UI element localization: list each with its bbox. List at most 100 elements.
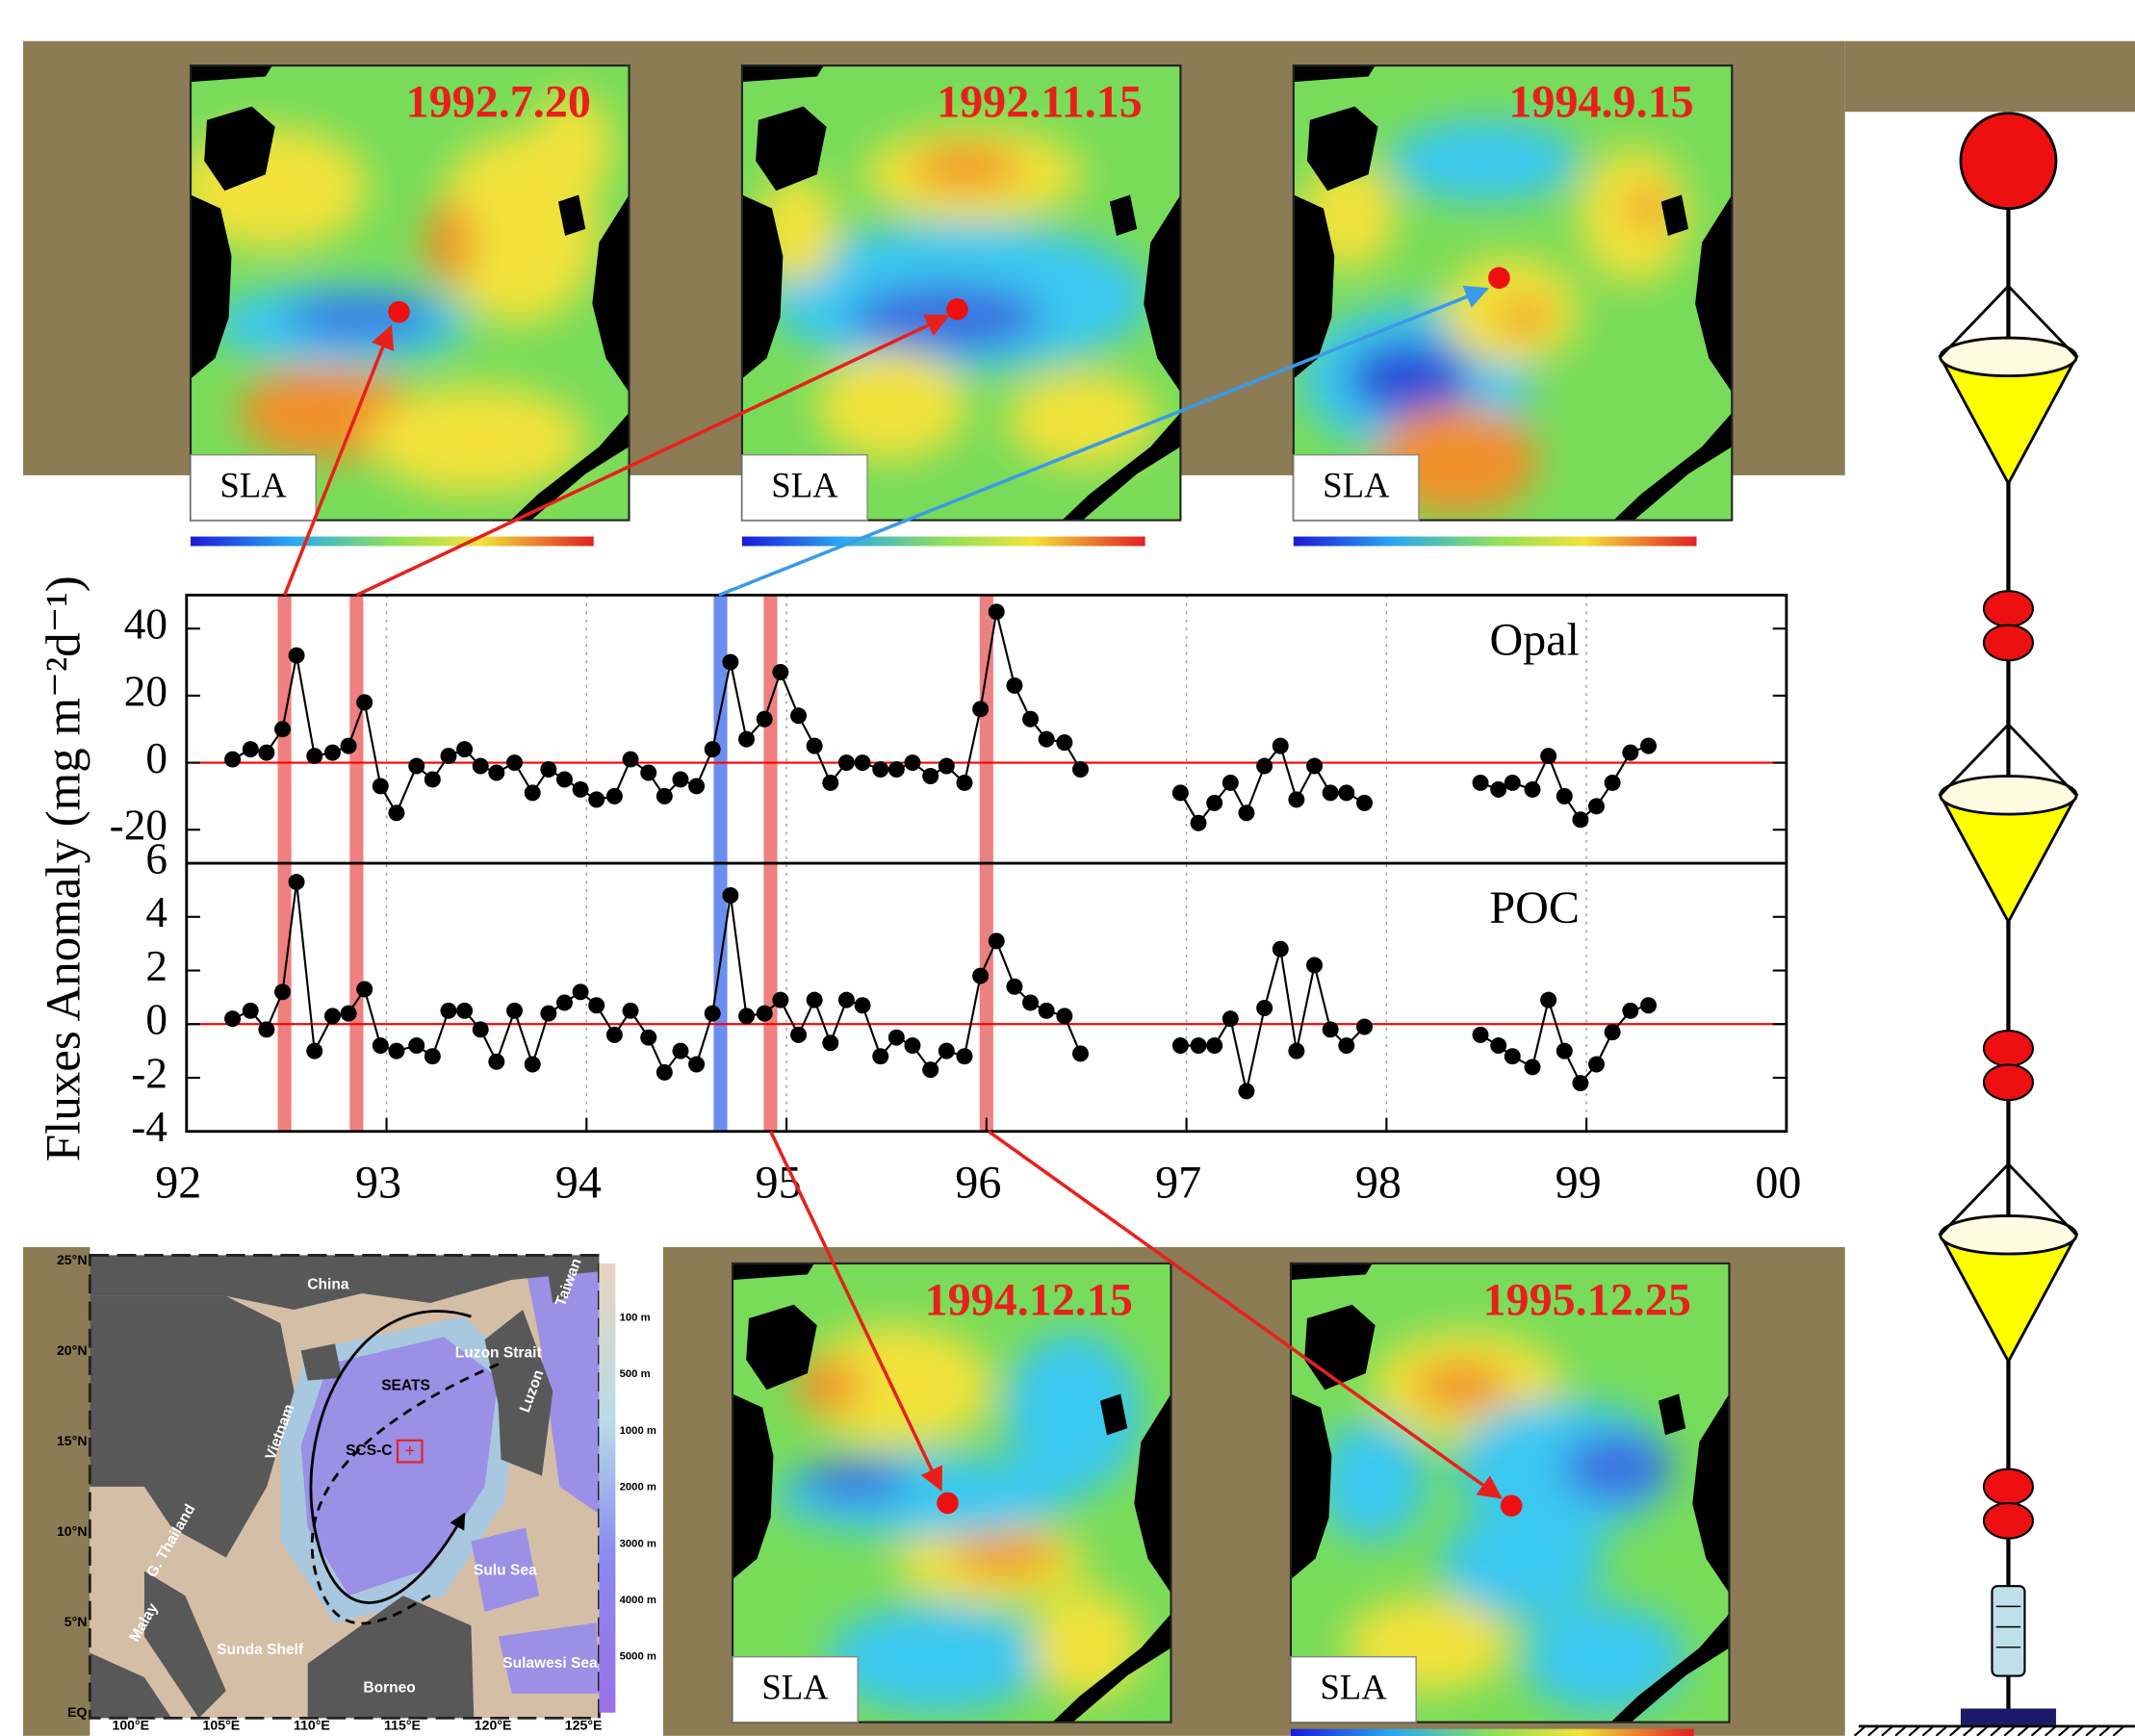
data-point (506, 1003, 523, 1019)
data-point (456, 1003, 473, 1019)
data-point (705, 741, 721, 757)
buoy (1984, 1503, 2033, 1539)
seafloor-hatch (2031, 1726, 2042, 1736)
place-label: Luzon Strait (455, 1344, 542, 1361)
data-point (456, 741, 473, 757)
y-tick-label: 6 (145, 834, 167, 882)
data-point (1323, 1021, 1339, 1037)
data-point (772, 664, 788, 680)
data-point (388, 804, 404, 821)
data-line (233, 882, 1649, 1091)
depth-bar (599, 1264, 615, 1713)
seafloor-hatch (1895, 1726, 1906, 1736)
seafloor-hatch (2045, 1726, 2056, 1736)
map-date: 1992.7.20 (406, 77, 591, 128)
data-point (872, 1048, 888, 1064)
data-point (640, 765, 656, 781)
data-point (640, 1030, 656, 1046)
data-point (1039, 1003, 1055, 1019)
seafloor-hatch (1855, 1726, 1865, 1736)
mooring-site (946, 298, 968, 320)
data-point (1540, 748, 1556, 764)
data-point (324, 1008, 341, 1024)
data-point (373, 1037, 389, 1054)
mooring-site (1488, 267, 1510, 289)
data-point (1556, 1043, 1573, 1059)
panel-title: Opal (1489, 614, 1579, 665)
y-tick-label: 20 (124, 667, 167, 715)
map-date: 1995.12.25 (1483, 1274, 1691, 1325)
anomaly-blob (1498, 301, 1553, 334)
seafloor-hatch (1977, 1726, 1988, 1736)
data-point (688, 1057, 705, 1073)
y-tick-label: -2 (131, 1049, 167, 1097)
data-point (838, 992, 855, 1008)
data-point (1556, 788, 1573, 804)
sla-map: 1994.12.15SLA (733, 1264, 1170, 1723)
lon-label: 100°E (112, 1718, 149, 1733)
data-point (540, 1006, 556, 1022)
map-date: 1994.9.15 (1508, 77, 1693, 128)
data-point (324, 745, 341, 761)
anomaly-blob (1032, 1590, 1141, 1698)
data-point (1505, 1048, 1521, 1064)
colorbar (1291, 1729, 1694, 1736)
data-point (224, 1010, 241, 1027)
y-axis-label: Fluxes Anomaly (mg m⁻²d⁻¹) (37, 575, 90, 1162)
data-point (540, 761, 556, 778)
seafloor-hatch (2059, 1726, 2070, 1736)
place-label: SEATS (381, 1377, 430, 1393)
data-point (922, 1061, 939, 1078)
place-label: Sulu Sea (474, 1563, 537, 1579)
data-point (623, 752, 639, 768)
y-tick-label: 2 (145, 942, 167, 990)
anomaly-blob (1348, 341, 1470, 417)
data-point (1256, 758, 1273, 775)
data-point (556, 994, 573, 1010)
data-point (408, 758, 424, 775)
data-point (1288, 791, 1304, 807)
data-point (790, 1027, 807, 1043)
trap-mouth (1941, 1215, 2076, 1254)
page: Flux anomalies and sea level anomaly map… (0, 0, 2135, 1736)
seafloor-hatch (2113, 1726, 2123, 1736)
data-point (1490, 781, 1506, 798)
place-label: Borneo (363, 1679, 415, 1696)
data-point (1505, 775, 1521, 791)
data-point (1473, 1027, 1489, 1043)
data-point (1338, 784, 1354, 801)
data-point (989, 932, 1005, 949)
data-point (738, 1008, 755, 1024)
data-point (440, 748, 456, 764)
trap-mouth (1941, 338, 2076, 376)
data-point (1622, 1003, 1638, 1019)
data-point (356, 694, 373, 710)
data-point (1222, 775, 1239, 791)
data-point (1540, 992, 1556, 1008)
lat-label: 20°N (57, 1342, 88, 1358)
data-point (1605, 1024, 1621, 1040)
data-point (306, 748, 322, 764)
data-point (1338, 1037, 1354, 1054)
buoy (1984, 625, 2033, 661)
data-point (722, 887, 738, 904)
place-label: Sunda Shelf (217, 1642, 304, 1658)
data-point (672, 771, 688, 787)
lat-label: 5°N (64, 1614, 88, 1629)
seafloor-hatch (2018, 1726, 2028, 1736)
data-point (1356, 795, 1373, 811)
data-point (588, 997, 604, 1013)
data-point (872, 761, 888, 778)
anomaly-blob (1627, 188, 1667, 228)
anomaly-blob (1318, 1420, 1427, 1543)
x-tick-label: 98 (1355, 1158, 1402, 1209)
buoy (1984, 1469, 2033, 1505)
map-field (1291, 1264, 1729, 1723)
data-point (1640, 738, 1657, 754)
lat-label: 15°N (57, 1433, 88, 1448)
x-tick-label: 92 (155, 1158, 201, 1209)
mooring-site (388, 301, 410, 323)
data-point (224, 752, 241, 768)
data-point (258, 1021, 274, 1037)
